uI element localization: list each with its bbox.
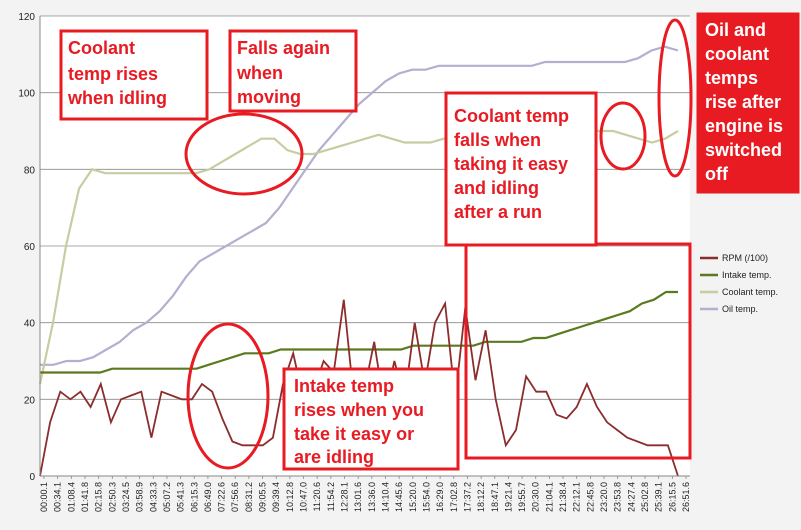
callout-falls-moving-line1: Falls again xyxy=(237,38,330,58)
x-tick-label: 01:08.4 xyxy=(66,482,76,512)
highlight-circle-end xyxy=(657,18,693,178)
x-tick-label: 25:39.1 xyxy=(654,482,664,512)
y-tick-label: 60 xyxy=(24,242,36,253)
legend-entry: RPM (/100) xyxy=(722,253,768,263)
series-line-oil-temp- xyxy=(40,45,679,366)
legend-entry: Oil temp. xyxy=(722,304,758,314)
x-tick-label: 26:51.6 xyxy=(681,482,691,512)
y-tick-label: 20 xyxy=(24,395,36,406)
x-tick-label: 05:41.3 xyxy=(176,482,186,512)
axes xyxy=(39,16,690,477)
x-tick-label: 14:10.4 xyxy=(380,482,390,512)
x-tick-label: 22:45.8 xyxy=(585,482,595,512)
highlight-circle-coolant xyxy=(184,112,304,196)
legend-entry: Intake temp. xyxy=(722,270,772,280)
x-tick-label: 16:29.0 xyxy=(435,482,445,512)
callout-intake-line1: Intake temp xyxy=(294,376,394,396)
x-tick-label: 12:28.1 xyxy=(340,482,350,512)
x-tick-label: 03:24.5 xyxy=(121,482,131,512)
x-tick-label: 09:39.4 xyxy=(271,482,281,512)
x-tick-label: 08:31.2 xyxy=(244,482,254,512)
x-tick-label: 25:02.8 xyxy=(640,482,650,512)
callout-box-coolant-idle xyxy=(59,29,209,121)
callout-coolant-falls-line4: and idling xyxy=(454,178,539,198)
x-tick-label: 21:38.4 xyxy=(558,482,568,512)
y-tick-label: 0 xyxy=(29,472,35,483)
x-tick-label: 09:05.5 xyxy=(258,482,268,512)
callout-coolant-falls-line3: taking it easy xyxy=(454,154,568,174)
x-tick-label: 22:12.1 xyxy=(572,482,582,512)
x-tick-label: 10:47.0 xyxy=(299,482,309,512)
y-tick-label: 80 xyxy=(24,165,36,176)
y-tick-labels: 0 20 40 60 80 100 120 xyxy=(18,12,35,483)
callout-oil-coolant-line4: rise after xyxy=(705,92,781,112)
x-tick-label: 19:55.7 xyxy=(517,482,527,512)
y-tick-label: 120 xyxy=(18,12,35,23)
x-tick-label: 17:02.8 xyxy=(449,482,459,512)
highlight-circle-coolant-falls xyxy=(599,101,647,171)
x-tick-label: 18:47.1 xyxy=(490,482,500,512)
callout-oil-coolant-line7: off xyxy=(705,164,729,184)
callout-oil-coolant-line3: temps xyxy=(705,68,758,88)
x-tick-label: 03:58.9 xyxy=(135,482,145,512)
x-tick-label: 20:30.0 xyxy=(531,482,541,512)
x-tick-label: 10:12.8 xyxy=(285,482,295,512)
x-tick-label: 01:41.8 xyxy=(80,482,90,512)
x-tick-label: 07:56.6 xyxy=(230,482,240,512)
callout-box-coolant-falls xyxy=(444,91,598,247)
callout-falls-moving-line3: moving xyxy=(237,87,301,107)
annotations: Coolant temp rises when idling Falls aga… xyxy=(59,12,800,471)
callout-coolant-idle-line1: Coolant xyxy=(68,38,135,58)
x-tick-label: 24:27.4 xyxy=(626,482,636,512)
y-tick-label: 40 xyxy=(24,319,36,330)
callout-intake-line3: take it easy or xyxy=(294,424,414,444)
x-tick-labels: 00:00.1 00:34.1 01:08.4 01:41.8 02:15.8 02:50… xyxy=(39,476,691,512)
callout-oil-coolant-line5: engine is xyxy=(705,116,783,136)
x-tick-label: 04:33.3 xyxy=(148,482,158,512)
callout-oil-coolant-line1: Oil and xyxy=(705,20,766,40)
callout-oil-coolant-line2: coolant xyxy=(705,44,769,64)
x-tick-label: 05:07.2 xyxy=(162,482,172,512)
x-tick-label: 17:37.2 xyxy=(462,482,472,512)
x-tick-label: 13:01.6 xyxy=(353,482,363,512)
x-tick-label: 02:50.3 xyxy=(107,482,117,512)
x-tick-label: 23:53.8 xyxy=(613,482,623,512)
series-line-intake-temp- xyxy=(40,290,678,374)
callout-oil-coolant-line6: switched xyxy=(705,140,782,160)
x-tick-label: 21:04.1 xyxy=(544,482,554,512)
callout-box-falls-moving xyxy=(228,29,358,113)
x-tick-label: 11:20.6 xyxy=(312,482,322,511)
x-tick-label: 02:15.8 xyxy=(94,482,104,512)
x-tick-label: 06:15.3 xyxy=(189,482,199,512)
x-tick-label: 06:49.0 xyxy=(203,482,213,512)
callout-box-intake-rises xyxy=(282,367,460,471)
legend-entry: Coolant temp. xyxy=(722,287,778,297)
callout-box-oil-coolant-rise xyxy=(696,12,800,194)
x-tick-label: 15:20.0 xyxy=(408,482,418,512)
x-tick-label: 19:21.4 xyxy=(503,482,513,512)
x-tick-label: 13:36.0 xyxy=(367,482,377,512)
x-tick-label: 26:15.5 xyxy=(667,482,677,512)
x-tick-label: 07:22.6 xyxy=(217,482,227,512)
highlight-circle-intake xyxy=(186,322,270,470)
callout-coolant-falls-line1: Coolant temp xyxy=(454,106,569,126)
x-tick-label: 23:20.0 xyxy=(599,482,609,512)
callout-coolant-idle-line3: when idling xyxy=(67,88,167,108)
x-tick-label: 11:54.2 xyxy=(326,482,336,511)
callout-coolant-falls-line5: after a run xyxy=(454,202,542,222)
callout-intake-line2: rises when you xyxy=(294,400,424,420)
x-tick-label: 14:45.6 xyxy=(394,482,404,512)
callout-falls-moving-line2: when xyxy=(236,63,283,83)
x-tick-label: 00:00.1 xyxy=(39,482,49,512)
callout-coolant-falls-line2: falls when xyxy=(454,130,541,150)
y-tick-label: 100 xyxy=(18,89,35,100)
callout-intake-line4: are idling xyxy=(294,447,374,467)
legend: RPM (/100) Intake temp. Coolant temp. Oil t… xyxy=(700,253,778,314)
x-tick-label: 15:54.0 xyxy=(421,482,431,512)
x-tick-label: 18:12.2 xyxy=(476,482,486,512)
x-tick-label: 00:34.1 xyxy=(53,482,63,512)
callout-coolant-idle-line2: temp rises xyxy=(68,64,158,84)
